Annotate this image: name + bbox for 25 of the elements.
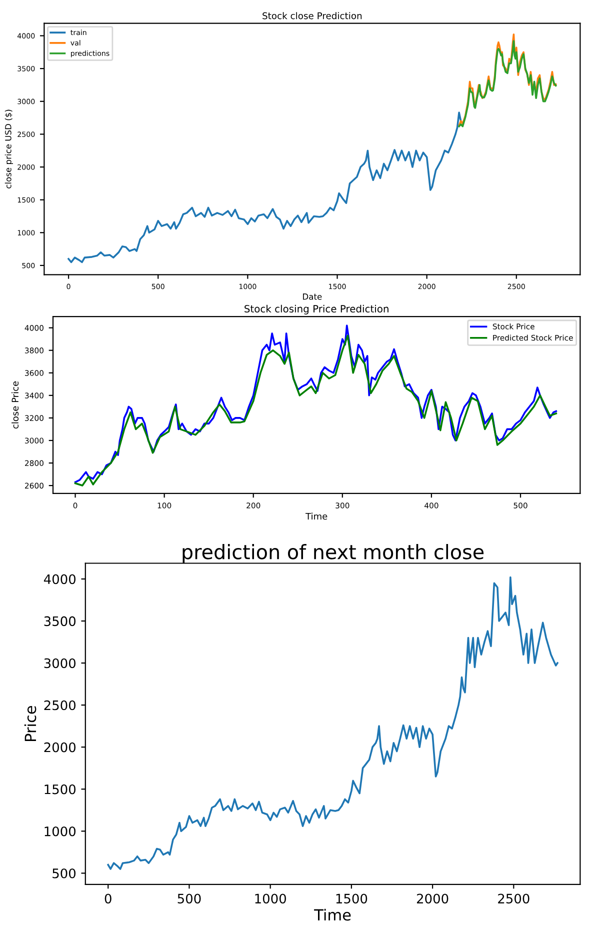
y-axis-title: Price <box>24 706 36 741</box>
x-tick-label: 1000 <box>255 894 286 904</box>
y-tick-label: 500 <box>52 868 76 878</box>
x-tick-label: 0 <box>104 894 112 904</box>
chart-title: Stock closing Price Prediction <box>244 304 388 314</box>
x-tick-label: 2500 <box>498 894 530 904</box>
y-tick-label: 3000 <box>44 658 76 668</box>
y-tick-label: 2500 <box>44 700 76 710</box>
line-series <box>107 576 558 870</box>
y-axis-title: close Price <box>12 381 19 429</box>
y-axis-title: close price USD ($) <box>4 110 13 188</box>
line-series <box>68 112 462 264</box>
y-tick-label: 2000 <box>44 742 76 752</box>
x-tick-label: 500 <box>178 894 201 904</box>
x-tick-label: 2000 <box>416 894 448 904</box>
y-tick-label: 3500 <box>44 616 76 626</box>
x-tick-label: 1500 <box>336 894 368 904</box>
y-tick-label: 4000 <box>44 574 76 584</box>
chart-title: prediction of next month close <box>182 544 484 564</box>
x-axis-title: Time <box>306 512 328 520</box>
y-tick-label: 1500 <box>44 784 76 794</box>
y-tick-label: 1000 <box>44 826 76 836</box>
chart-title: Stock close Prediction <box>262 12 362 20</box>
x-axis-title: Time <box>314 908 351 921</box>
x-axis-title: Date <box>303 294 322 300</box>
